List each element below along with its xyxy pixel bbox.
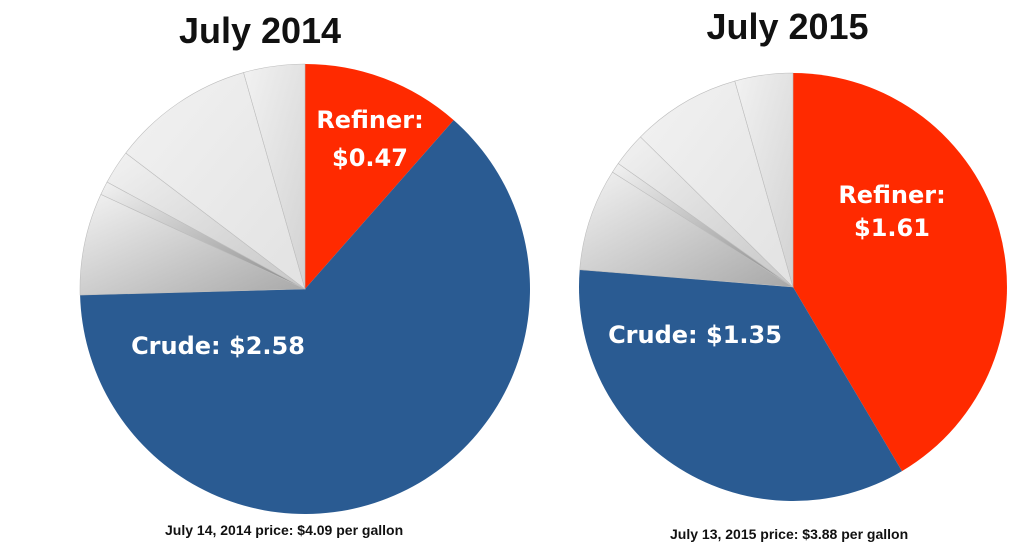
slice-crude <box>578 269 902 501</box>
slice-other <box>579 171 794 288</box>
slice-label: Refiner: <box>316 106 423 134</box>
chart-title: July 2015 <box>706 6 869 47</box>
slice-value-label: $1.61 <box>854 214 930 242</box>
pie-svg: Refiner: $0.47 Crude: $2.58 <box>79 63 530 515</box>
slice-label: Refiner: <box>838 181 945 209</box>
slice-label: Crude: $2.58 <box>131 332 305 360</box>
slice-other <box>79 193 306 296</box>
pie-svg: Refiner: $1.61 Crude: $1.35 <box>578 72 1007 501</box>
slice-other <box>125 72 306 290</box>
slice-crude <box>80 120 530 515</box>
pie-chart-2014: July 2014 Refiner: $0.47 Crude: $2.58 July… <box>79 10 530 538</box>
slice-label: Crude: $1.35 <box>608 321 782 349</box>
price-caption: July 13, 2015 price: $3.88 per gallon <box>670 526 909 542</box>
slice-value-label: $0.47 <box>332 144 408 172</box>
slice-other <box>640 80 794 289</box>
chart-title: July 2014 <box>178 10 342 51</box>
slice-other <box>734 72 794 288</box>
price-caption: July 14, 2014 price: $4.09 per gallon <box>165 522 404 538</box>
slice-other <box>243 63 306 290</box>
slice-refiner <box>305 64 454 289</box>
pie-chart-2015: July 2015 Refiner: $1.61 Crude: $1.35 July… <box>520 0 1024 554</box>
slice-refiner <box>793 73 1007 472</box>
